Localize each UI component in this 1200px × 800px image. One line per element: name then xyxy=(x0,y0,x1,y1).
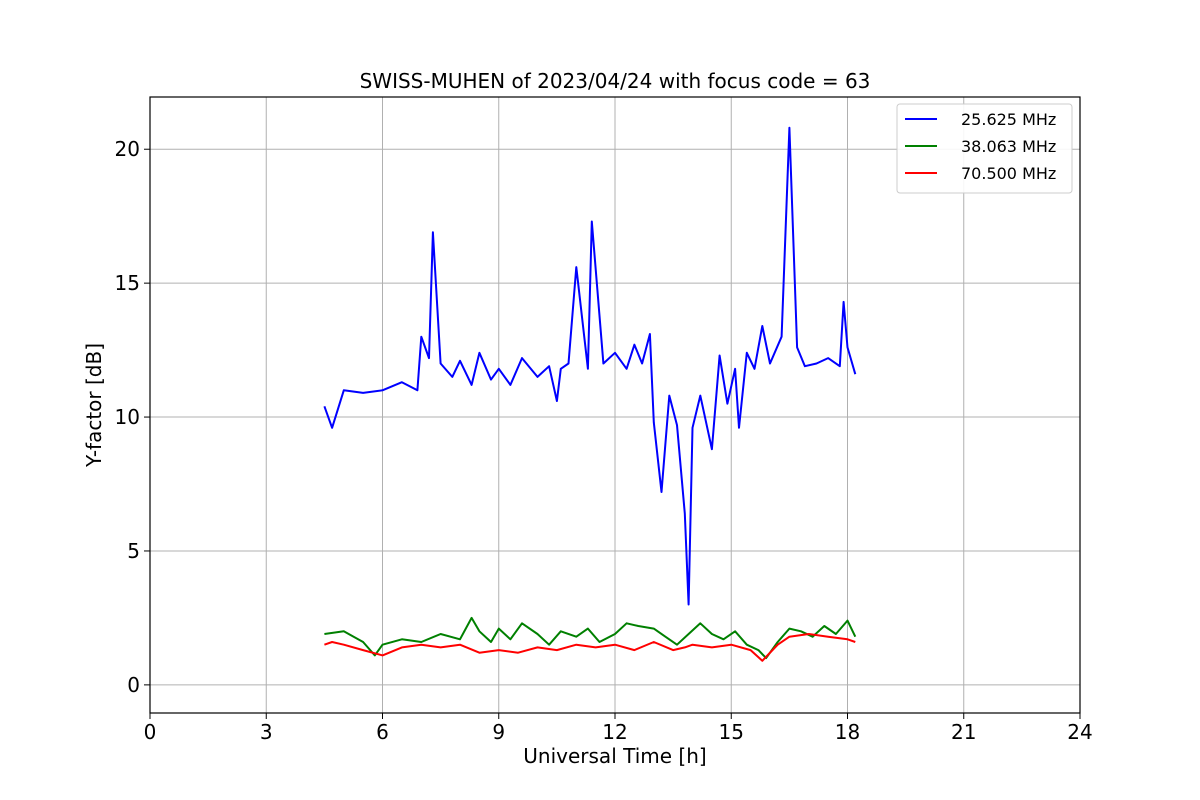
legend: 25.625 MHz 38.063 MHz 70.500 MHz xyxy=(896,103,1073,194)
series-layer xyxy=(323,126,857,662)
y-tick-label: 15 xyxy=(115,271,140,295)
x-tick-label: 15 xyxy=(719,720,744,744)
legend-box xyxy=(896,103,1073,194)
y-tick-label: 0 xyxy=(127,673,140,697)
chart-title: SWISS-MUHEN of 2023/04/24 with focus cod… xyxy=(360,69,871,93)
y-tick-label: 5 xyxy=(127,539,140,563)
x-tick-label: 18 xyxy=(835,720,860,744)
y-tick-label: 20 xyxy=(115,137,140,161)
series-line-25-625-mhz xyxy=(323,126,857,606)
y-tick-label: 10 xyxy=(115,405,140,429)
x-tick-label: 0 xyxy=(144,720,157,744)
legend-label: 38.063 MHz xyxy=(961,137,1056,156)
x-tick-label: 3 xyxy=(260,720,273,744)
axis-ticks: 0 3 6 9 12 15 18 21 24 0 5 10 15 20 xyxy=(115,137,1093,744)
x-tick-label: 12 xyxy=(602,720,627,744)
legend-label: 70.500 MHz xyxy=(961,164,1056,183)
x-tick-label: 21 xyxy=(951,720,976,744)
series-line-38-063-mhz xyxy=(324,616,857,660)
x-tick-label: 6 xyxy=(376,720,389,744)
series-line-70-500-mhz xyxy=(324,633,856,662)
x-axis-label: Universal Time [h] xyxy=(523,744,706,768)
y-axis-label: Y-factor [dB] xyxy=(82,343,106,468)
x-tick-label: 24 xyxy=(1067,720,1092,744)
legend-label: 25.625 MHz xyxy=(961,110,1056,129)
x-tick-label: 9 xyxy=(492,720,505,744)
